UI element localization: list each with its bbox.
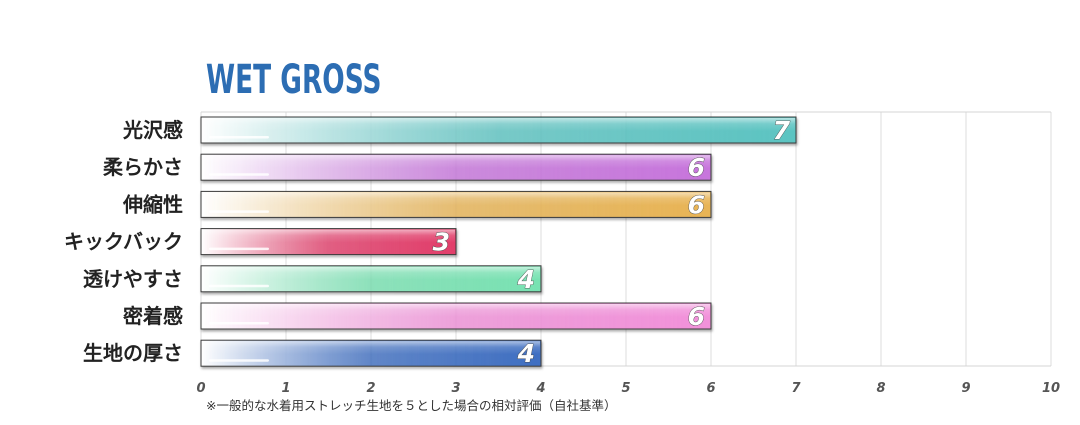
x-axis-ticks: 0 1 2 3 4 5 6 7 8 9 10 [196, 381, 1060, 396]
bar-value-label: 7 [773, 116, 791, 145]
bar-shine [209, 210, 269, 213]
bar-shine [209, 136, 269, 139]
bar-value-label: 6 [688, 153, 705, 182]
bar-value-label: 3 [433, 228, 450, 257]
x-tick-label: 3 [451, 381, 460, 396]
bar-shine [209, 359, 269, 362]
x-tick-label: 0 [196, 381, 205, 396]
bar-shine [209, 173, 269, 176]
chart-footnote: ※一般的な水着用ストレッチ生地を５とした場合の相対評価（自社基準） [206, 398, 616, 413]
category-label: 光沢感 [122, 118, 183, 142]
x-tick-label: 8 [876, 381, 885, 396]
x-tick-label: 5 [621, 381, 630, 396]
bars: 7 6 6 3 4 6 4 [200, 116, 797, 369]
bar-highlight [202, 266, 540, 280]
x-tick-label: 1 [281, 381, 290, 396]
bar-value-label: 4 [517, 265, 535, 294]
bar-highlight [202, 341, 540, 355]
x-tick-label: 10 [1042, 381, 1060, 396]
category-label: 伸縮性 [122, 192, 183, 216]
x-tick-label: 6 [706, 381, 715, 396]
bar-value-label: 6 [688, 190, 705, 219]
bar-highlight [202, 304, 710, 317]
bar-shine [209, 284, 269, 288]
bar-group: 6 [200, 302, 712, 331]
bar-shine [209, 322, 269, 325]
bar-group: 4 [200, 264, 542, 294]
x-tick-label: 2 [366, 381, 375, 396]
bar-value-label: 6 [688, 302, 705, 331]
category-label: キックバック [64, 230, 183, 254]
category-label: 密着感 [123, 304, 183, 328]
chart-title: WET GROSS [206, 56, 382, 102]
x-tick-label: 9 [961, 381, 970, 396]
category-label: 生地の厚さ [83, 341, 183, 365]
bar-highlight [202, 192, 710, 206]
bar-group: 6 [200, 153, 712, 183]
bar-group: 7 [200, 116, 797, 145]
x-tick-label: 4 [535, 381, 545, 396]
category-label: 柔らかさ [103, 155, 183, 179]
bar-shine [209, 247, 269, 251]
bar-value-label: 4 [517, 339, 535, 368]
bar-group: 6 [200, 190, 712, 220]
bar-highlight [202, 229, 455, 243]
category-label: 透けやすさ [83, 267, 183, 291]
bar-highlight [202, 118, 795, 131]
x-tick-label: 7 [791, 381, 801, 396]
bar-group: 3 [200, 227, 457, 257]
bar-highlight [202, 155, 710, 169]
bar-group: 4 [200, 339, 542, 369]
